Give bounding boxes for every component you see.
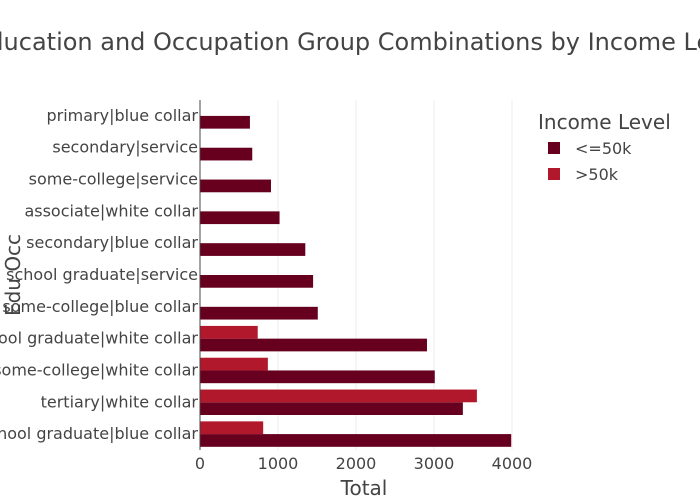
chart-title: Education and Occupation Group Combinati…: [0, 28, 700, 56]
legend-title: Income Level: [538, 110, 671, 134]
y-tick-label: high school graduate|white collar: [0, 329, 198, 348]
bar-le-50k[interactable]: [200, 338, 427, 352]
y-tick-label: some-college|service: [29, 170, 198, 189]
bar-le-50k[interactable]: [200, 243, 306, 256]
x-axis-title: Total: [340, 476, 388, 500]
bar-le-50k[interactable]: [200, 115, 250, 129]
legend-label[interactable]: >50k: [575, 165, 619, 184]
y-tick-labels: primary|blue collar secondary|service some…: [0, 106, 198, 443]
y-axis-title: Edu Occ: [1, 234, 25, 316]
y-tick-label: some-college|white collar: [0, 360, 198, 379]
bar-le-50k[interactable]: [200, 434, 512, 447]
y-tick-label: primary|blue collar: [46, 106, 198, 125]
bar-gt-50k[interactable]: [200, 389, 477, 403]
bar-le-50k[interactable]: [200, 275, 314, 288]
bar-le-50k[interactable]: [200, 402, 463, 415]
legend[interactable]: Income Level <=50k >50k: [538, 110, 671, 184]
bar-le-50k[interactable]: [200, 211, 280, 225]
y-tick-label: some-college|blue collar: [2, 297, 198, 316]
x-tick-label: 1000: [258, 454, 299, 473]
bar-gt-50k[interactable]: [200, 325, 258, 339]
x-tick-label: 3000: [414, 454, 455, 473]
bar-gt-50k[interactable]: [200, 421, 264, 435]
y-tick-label: associate|white collar: [24, 201, 198, 220]
bar-le-50k[interactable]: [200, 370, 435, 384]
x-tick-label: 4000: [492, 454, 533, 473]
x-tick-label: 0: [195, 454, 205, 473]
legend-swatch[interactable]: [548, 168, 560, 180]
y-tick-label: tertiary|white collar: [41, 392, 199, 411]
bar-le-50k[interactable]: [200, 306, 318, 320]
y-tick-label: secondary|service: [52, 138, 198, 157]
y-tick-label: high school graduate|blue collar: [0, 424, 198, 443]
bar-gt-50k[interactable]: [200, 357, 268, 371]
x-tick-labels: 0 1000 2000 3000 4000: [195, 454, 532, 473]
y-tick-label: secondary|blue collar: [26, 233, 198, 252]
y-tick-label: high school graduate|service: [0, 265, 198, 284]
legend-swatch[interactable]: [548, 142, 560, 154]
bars: [200, 115, 512, 447]
x-tick-label: 2000: [336, 454, 377, 473]
legend-label[interactable]: <=50k: [575, 139, 632, 158]
bar-le-50k[interactable]: [200, 179, 271, 193]
bar-le-50k[interactable]: [200, 147, 253, 161]
